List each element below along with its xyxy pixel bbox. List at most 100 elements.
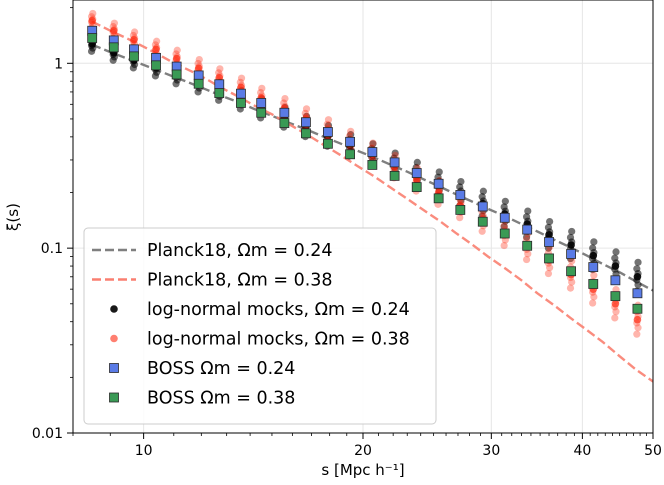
- series-5: [87, 25, 643, 299]
- mock-point: [478, 193, 486, 201]
- mock-point: [347, 131, 355, 139]
- square-point: [279, 118, 290, 128]
- mock-point: [634, 324, 642, 332]
- legend-label: log-normal mocks, Ωm = 0.24: [147, 300, 410, 320]
- mock-point: [568, 227, 576, 236]
- square-point: [566, 266, 577, 277]
- mock-point: [89, 9, 97, 18]
- mock-point: [194, 64, 203, 73]
- mock-point: [524, 250, 532, 258]
- square-point: [544, 237, 554, 247]
- mock-point: [633, 330, 641, 338]
- series-6: [87, 33, 643, 314]
- mock-point: [323, 120, 331, 128]
- square-point: [588, 262, 599, 272]
- mock-point: [522, 255, 531, 264]
- series-2: [91, 20, 654, 383]
- mock-point: [478, 227, 486, 235]
- legend-swatch: [109, 363, 119, 373]
- mock-point: [500, 223, 508, 231]
- square-point: [301, 117, 311, 128]
- mock-point: [130, 28, 139, 36]
- dashed-line: [91, 20, 654, 383]
- mock-point: [280, 99, 288, 107]
- x-tick-label: 30: [482, 443, 500, 459]
- mock-point: [522, 213, 531, 221]
- square-point: [301, 128, 311, 139]
- square-point: [499, 212, 510, 223]
- mock-point: [524, 207, 532, 215]
- mock-point: [302, 105, 311, 113]
- square-point: [632, 288, 643, 299]
- mock-point: [611, 314, 619, 322]
- legend-swatch: [109, 392, 119, 403]
- square-point: [236, 98, 246, 108]
- legend-label: BOSS Ωm = 0.38: [147, 389, 295, 409]
- mock-point: [281, 94, 289, 103]
- mock-point: [435, 168, 443, 176]
- mock-point: [589, 244, 597, 252]
- mock-point: [544, 269, 553, 278]
- mock-point: [500, 222, 508, 230]
- legend-entry-2: Planck18, Ωm = 0.38: [92, 271, 333, 291]
- square-point: [566, 249, 577, 259]
- square-point: [522, 240, 533, 251]
- square-point: [129, 51, 139, 62]
- square-point: [151, 60, 161, 71]
- mock-point: [500, 203, 508, 211]
- legend-label: BOSS Ωm = 0.24: [147, 359, 295, 379]
- mock-point: [369, 140, 377, 148]
- mock-point: [611, 299, 620, 308]
- legend-entry-5: BOSS Ωm = 0.24: [109, 359, 295, 379]
- square-point: [345, 136, 355, 147]
- legend-swatch: [110, 305, 118, 313]
- mock-point: [633, 265, 641, 273]
- mock-point: [152, 45, 160, 54]
- y-tick-label: 0.1: [41, 241, 63, 257]
- mock-point: [369, 139, 377, 147]
- x-tick-label: 20: [354, 443, 372, 459]
- mock-point: [545, 231, 553, 239]
- mock-point: [590, 271, 598, 279]
- mock-point: [130, 36, 138, 44]
- mock-point: [500, 241, 508, 250]
- mock-point: [301, 109, 309, 117]
- mock-point: [456, 183, 464, 191]
- square-point: [411, 182, 422, 192]
- mock-point: [413, 158, 421, 166]
- x-tick-label: 10: [135, 443, 153, 459]
- square-point: [171, 69, 182, 80]
- legend-label: Planck18, Ωm = 0.38: [147, 271, 333, 291]
- square-point: [322, 138, 333, 149]
- square-point: [214, 88, 225, 98]
- mock-point: [110, 19, 118, 27]
- mock-point: [109, 26, 118, 35]
- y-axis-label: ξ(s): [4, 203, 22, 231]
- square-point: [411, 168, 422, 178]
- mock-point: [633, 315, 642, 324]
- mock-point: [153, 37, 161, 45]
- square-point: [87, 33, 98, 43]
- legend-box: [83, 227, 437, 425]
- mock-point: [347, 127, 355, 135]
- mock-point: [611, 254, 619, 262]
- mock-point: [195, 55, 203, 64]
- legend: Planck18, Ωm = 0.24 Planck18, Ωm = 0.38 lo…: [83, 227, 437, 425]
- ticks: 10 20 30 40 50 0.01 0.1 1: [32, 7, 662, 459]
- legend-entry-1: Planck18, Ωm = 0.24: [92, 241, 333, 261]
- mock-point: [612, 308, 620, 316]
- mock-point: [237, 74, 246, 82]
- y-tick-label: 1: [54, 56, 63, 72]
- mock-point: [589, 251, 598, 260]
- mock-point: [501, 197, 509, 205]
- mock-point: [216, 65, 224, 73]
- square-point: [477, 216, 488, 227]
- square-point: [389, 170, 400, 181]
- mock-point: [479, 187, 487, 195]
- mock-point: [566, 233, 575, 242]
- square-point: [214, 79, 225, 90]
- legend-entry-3: log-normal mocks, Ωm = 0.24: [110, 300, 410, 320]
- y-tick-label: 0.01: [32, 426, 63, 442]
- mock-point: [324, 116, 333, 124]
